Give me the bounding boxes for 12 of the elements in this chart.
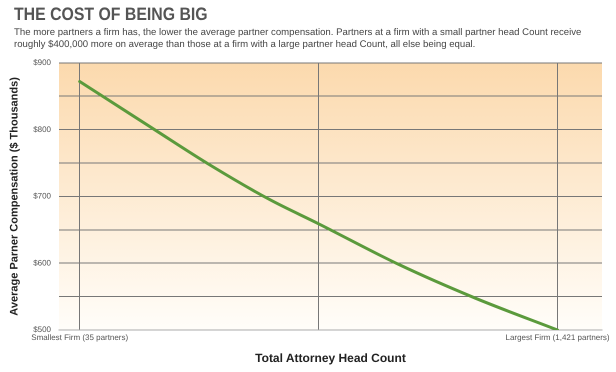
chart-subtitle: The more partners a firm has, the lower the average partner compensation. Partners at a firm with a small partner head Count receive roughly $400,000 more on average than those at a firm with a large partner head Count, all else being equal. — [14, 27, 582, 51]
y-axis-title: Average Parner Compensation ($ Thousands) — [8, 76, 21, 316]
y-tick-label: $900 — [33, 58, 52, 68]
x-axis-title: Total Attorney Head Count — [255, 351, 406, 366]
x-tick-label: Largest Firm (1,421 partners) — [506, 333, 610, 342]
x-tick-label: Smallest Firm (35 partners) — [31, 333, 128, 342]
chart-title: THE COST OF BEING BIG — [14, 4, 208, 25]
y-tick-label: $800 — [33, 124, 52, 134]
y-tick-label: $500 — [33, 325, 52, 334]
line-series — [78, 80, 560, 330]
y-tick-label: $700 — [33, 192, 52, 201]
y-tick-label: $600 — [33, 258, 52, 268]
